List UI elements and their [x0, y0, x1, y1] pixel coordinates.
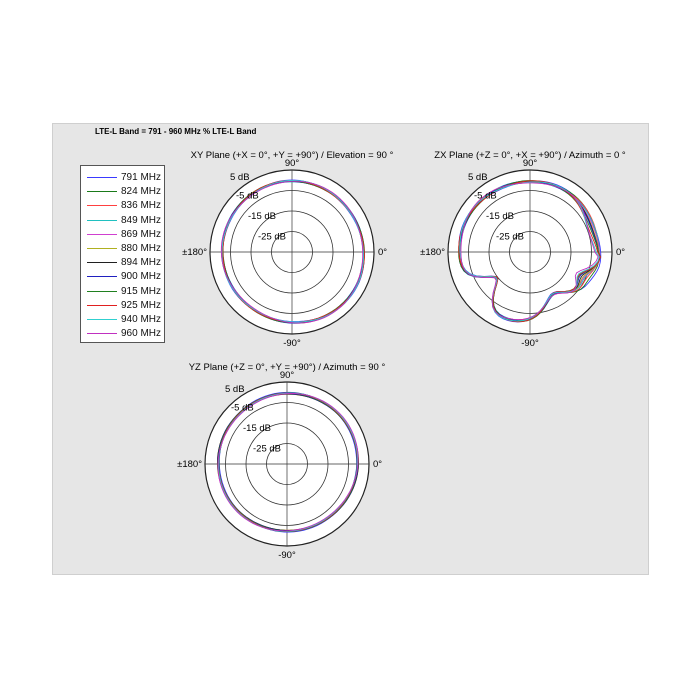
angle-label-right: 0° [373, 459, 382, 470]
ring-label: -5 dB [474, 191, 497, 202]
polar-title: ZX Plane (+Z = 0°, +X = +90°) / Azimuth … [434, 150, 626, 161]
series-line [222, 180, 365, 323]
angle-label-right: 0° [616, 247, 625, 258]
legend-label: 940 MHz [121, 314, 162, 325]
legend-item: 915 MHz [81, 285, 164, 299]
legend-swatch [87, 205, 117, 207]
polar-title: YZ Plane (+Z = 0°, +Y = +90°) / Azimuth … [189, 362, 386, 373]
legend-label: 960 MHz [121, 328, 162, 340]
angle-label-left: ±180° [177, 459, 202, 470]
legend-swatch [87, 248, 117, 249]
legend-label: 836 MHz [121, 200, 162, 212]
legend-swatch [87, 262, 117, 264]
series-line [221, 179, 364, 323]
legend-swatch [87, 290, 117, 292]
legend-swatch [87, 177, 117, 178]
legend-label: 894 MHz [121, 257, 162, 269]
polar-plot-xy: XY Plane (+X = 0°, +Y = +90°) / Elevatio… [182, 150, 394, 349]
legend-item: 940 MHz [81, 313, 164, 327]
legend-item: 925 MHz [81, 299, 164, 313]
series-line [220, 180, 364, 324]
ring-label: -25 dB [253, 444, 281, 455]
legend-swatch [87, 276, 117, 278]
legend-item: 791 MHz [81, 171, 164, 185]
legend-swatch [87, 304, 117, 306]
ring-label: -15 dB [486, 211, 514, 222]
ring-label: 5 dB [230, 172, 250, 183]
polar-plot-yz: YZ Plane (+Z = 0°, +Y = +90°) / Azimuth … [177, 362, 386, 561]
angle-label-top: 90° [285, 158, 300, 169]
ring-label: -25 dB [258, 232, 286, 243]
legend-item: 824 MHz [81, 185, 164, 199]
ring-label: -5 dB [236, 191, 259, 202]
legend-item: 849 MHz [81, 214, 164, 228]
series-line [459, 181, 600, 322]
angle-label-left: ±180° [182, 247, 207, 258]
legend-item: 894 MHz [81, 256, 164, 270]
ring-label: -15 dB [248, 211, 276, 222]
legend-swatch [87, 333, 117, 335]
legend-label: 915 MHz [121, 285, 162, 297]
legend-item: 869 MHz [81, 228, 164, 242]
angle-label-top: 90° [523, 158, 538, 169]
legend: 791 MHz 824 MHz 836 MHz 849 MHz 869 MHz 880 M… [80, 165, 165, 343]
series-line [460, 182, 599, 321]
legend-item: 880 MHz [81, 242, 164, 256]
angle-label-bottom: -90° [278, 550, 296, 561]
legend-label: 824 MHz [121, 186, 162, 198]
polar-plot-zx: ZX Plane (+Z = 0°, +X = +90°) / Azimuth … [420, 150, 626, 349]
legend-item: 900 MHz [81, 270, 164, 284]
legend-label: 869 MHz [121, 228, 162, 240]
legend-label: 791 MHz [121, 172, 162, 183]
ring-label: 5 dB [225, 384, 245, 395]
legend-label: 880 MHz [121, 243, 162, 254]
legend-item: 836 MHz [81, 199, 164, 213]
angle-label-right: 0° [378, 247, 387, 258]
angle-label-left: ±180° [420, 247, 445, 258]
ring-label: -25 dB [496, 232, 524, 243]
angle-label-bottom: -90° [521, 338, 539, 349]
legend-swatch [87, 233, 117, 235]
series-line [217, 393, 359, 532]
ring-label: 5 dB [468, 172, 488, 183]
main-title: LTE-L Band = 791 - 960 MHz % LTE-L Band [95, 127, 257, 136]
legend-swatch [87, 191, 117, 193]
legend-swatch [87, 319, 117, 320]
angle-label-top: 90° [280, 370, 295, 381]
legend-label: 925 MHz [121, 299, 162, 311]
legend-item: 960 MHz [81, 327, 164, 341]
legend-label: 849 MHz [121, 214, 162, 226]
legend-label: 900 MHz [121, 271, 162, 283]
angle-label-bottom: -90° [283, 338, 301, 349]
ring-label: -5 dB [231, 403, 254, 414]
legend-swatch [87, 219, 117, 221]
ring-label: -15 dB [243, 423, 271, 434]
polar-title: XY Plane (+X = 0°, +Y = +90°) / Elevatio… [191, 150, 394, 161]
